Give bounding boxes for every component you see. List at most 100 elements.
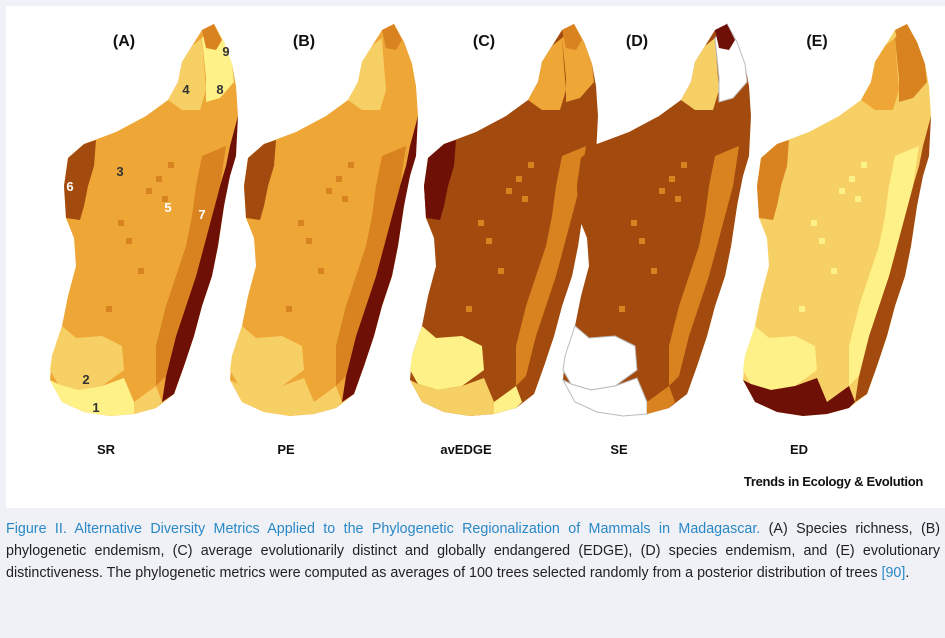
- region-south2-sr: [50, 326, 124, 390]
- journal-mark: Trends in Ecology & Evolution: [743, 474, 923, 489]
- region-southE-sr: [134, 386, 162, 414]
- panel-letter-avedge: (C): [473, 33, 495, 50]
- region-north9-ed: [895, 24, 915, 50]
- grid-cell-sr-7: [118, 220, 124, 226]
- region-south2-avedge: [410, 326, 484, 390]
- region-southE-avedge: [494, 386, 522, 414]
- grid-cell-sr-3: [138, 268, 144, 274]
- map-panel-avedge: (C) avEDGE: [410, 24, 598, 457]
- region-north4-ed: [861, 38, 899, 110]
- region-north9-avedge: [562, 24, 582, 50]
- grid-cell-avedge-7: [478, 220, 484, 226]
- region-number-7: 7: [198, 207, 205, 222]
- region-north9-se: [715, 24, 735, 50]
- region-west6-sr: [64, 140, 96, 220]
- panel-letter-se: (D): [626, 33, 648, 50]
- grid-cell-ed-1: [839, 188, 845, 194]
- metric-label-pe: PE: [277, 442, 295, 457]
- grid-cell-sr-6: [168, 162, 174, 168]
- region-north4-avedge: [528, 38, 566, 110]
- grid-cell-sr-4: [126, 238, 132, 244]
- madagascar-maps: (A) SR (B) PE (C) avEDGE (D) SE (E) ED 12 3 4 5 6 7 8 9: [50, 23, 931, 457]
- map-panel-sr: (A) SR: [50, 24, 238, 457]
- grid-cell-se-1: [659, 188, 665, 194]
- region-number-4: 4: [182, 82, 190, 97]
- metric-label-sr: SR: [97, 442, 116, 457]
- region-southE-ed: [827, 386, 855, 414]
- region-band5-ed: [849, 146, 919, 386]
- grid-cell-se-2: [675, 196, 681, 202]
- region-north4-pe: [348, 38, 386, 110]
- grid-cell-ed-6: [861, 162, 867, 168]
- region-number-8: 8: [216, 82, 223, 97]
- grid-cell-sr-5: [106, 306, 112, 312]
- caption-body: (A) Species richness, (B) phylogenetic e…: [6, 521, 941, 581]
- region-west6-pe: [244, 140, 276, 220]
- grid-cell-se-5: [619, 306, 625, 312]
- grid-cell-ed-0: [849, 176, 855, 182]
- region-south1-ed: [743, 378, 827, 416]
- grid-cell-sr-2: [162, 196, 168, 202]
- grid-cell-ed-2: [855, 196, 861, 202]
- region-southE-pe: [314, 386, 342, 414]
- panel-letter-ed: (E): [806, 33, 827, 50]
- grid-cell-se-6: [681, 162, 687, 168]
- region-south1-avedge: [410, 378, 494, 416]
- region-number-6: 6: [66, 179, 73, 194]
- region-southE-se: [647, 386, 675, 414]
- grid-cell-avedge-6: [528, 162, 534, 168]
- region-south1-pe: [230, 378, 314, 416]
- region-band5-pe: [336, 146, 406, 386]
- caption-end: .: [905, 565, 910, 581]
- region-number-2: 2: [82, 372, 89, 387]
- grid-cell-pe-6: [348, 162, 354, 168]
- region-north9-pe: [382, 24, 402, 50]
- caption-reference-link[interactable]: [90]: [881, 565, 906, 581]
- region-south1-sr: [50, 378, 134, 416]
- panel-letter-sr: (A): [113, 33, 135, 50]
- grid-cell-ed-3: [831, 268, 837, 274]
- figure-caption: Figure II. Alternative Diversity Metrics…: [6, 518, 940, 584]
- grid-cell-avedge-1: [506, 188, 512, 194]
- map-panel-pe: (B) PE: [230, 24, 418, 457]
- region-east7-avedge: [522, 116, 598, 402]
- grid-cell-se-0: [669, 176, 675, 182]
- metric-label-se: SE: [610, 442, 628, 457]
- region-band5-se: [669, 146, 739, 386]
- grid-cell-ed-5: [799, 306, 805, 312]
- panel-letter-pe: (B): [293, 33, 315, 50]
- grid-cell-se-3: [651, 268, 657, 274]
- grid-cell-ed-7: [811, 220, 817, 226]
- grid-cell-pe-3: [318, 268, 324, 274]
- grid-cell-pe-1: [326, 188, 332, 194]
- figure-panel: (A) SR (B) PE (C) avEDGE (D) SE (E) ED 1 2 3 4 5 6 7 8 9 T…: [6, 6, 945, 508]
- map-panel-ed: (E) ED: [743, 24, 931, 457]
- grid-cell-pe-4: [306, 238, 312, 244]
- region-band5-avedge: [516, 146, 586, 386]
- region-north9-sr: [202, 24, 222, 50]
- grid-cell-pe-5: [286, 306, 292, 312]
- grid-cell-pe-7: [298, 220, 304, 226]
- grid-cell-se-4: [639, 238, 645, 244]
- region-east7-se: [675, 116, 751, 402]
- grid-cell-avedge-3: [498, 268, 504, 274]
- grid-cell-sr-0: [156, 176, 162, 182]
- region-number-3: 3: [116, 164, 123, 179]
- region-south2-ed: [743, 326, 817, 390]
- region-west6-ed: [757, 140, 789, 220]
- region-band5-sr: [156, 146, 226, 386]
- region-south2-pe: [230, 326, 304, 390]
- grid-cell-pe-2: [342, 196, 348, 202]
- region-number-9: 9: [222, 44, 229, 59]
- region-south2-se: [562, 325, 638, 391]
- grid-cell-avedge-5: [466, 306, 472, 312]
- grid-cell-ed-4: [819, 238, 825, 244]
- map-panel-se: (D) SE: [561, 23, 751, 457]
- region-north4-se: [681, 38, 719, 110]
- grid-cell-avedge-0: [516, 176, 522, 182]
- grid-cell-avedge-2: [522, 196, 528, 202]
- region-east7-sr: [162, 116, 238, 402]
- grid-cell-pe-0: [336, 176, 342, 182]
- caption-title: Figure II. Alternative Diversity Metrics…: [6, 521, 761, 537]
- region-number-1: 1: [92, 400, 99, 415]
